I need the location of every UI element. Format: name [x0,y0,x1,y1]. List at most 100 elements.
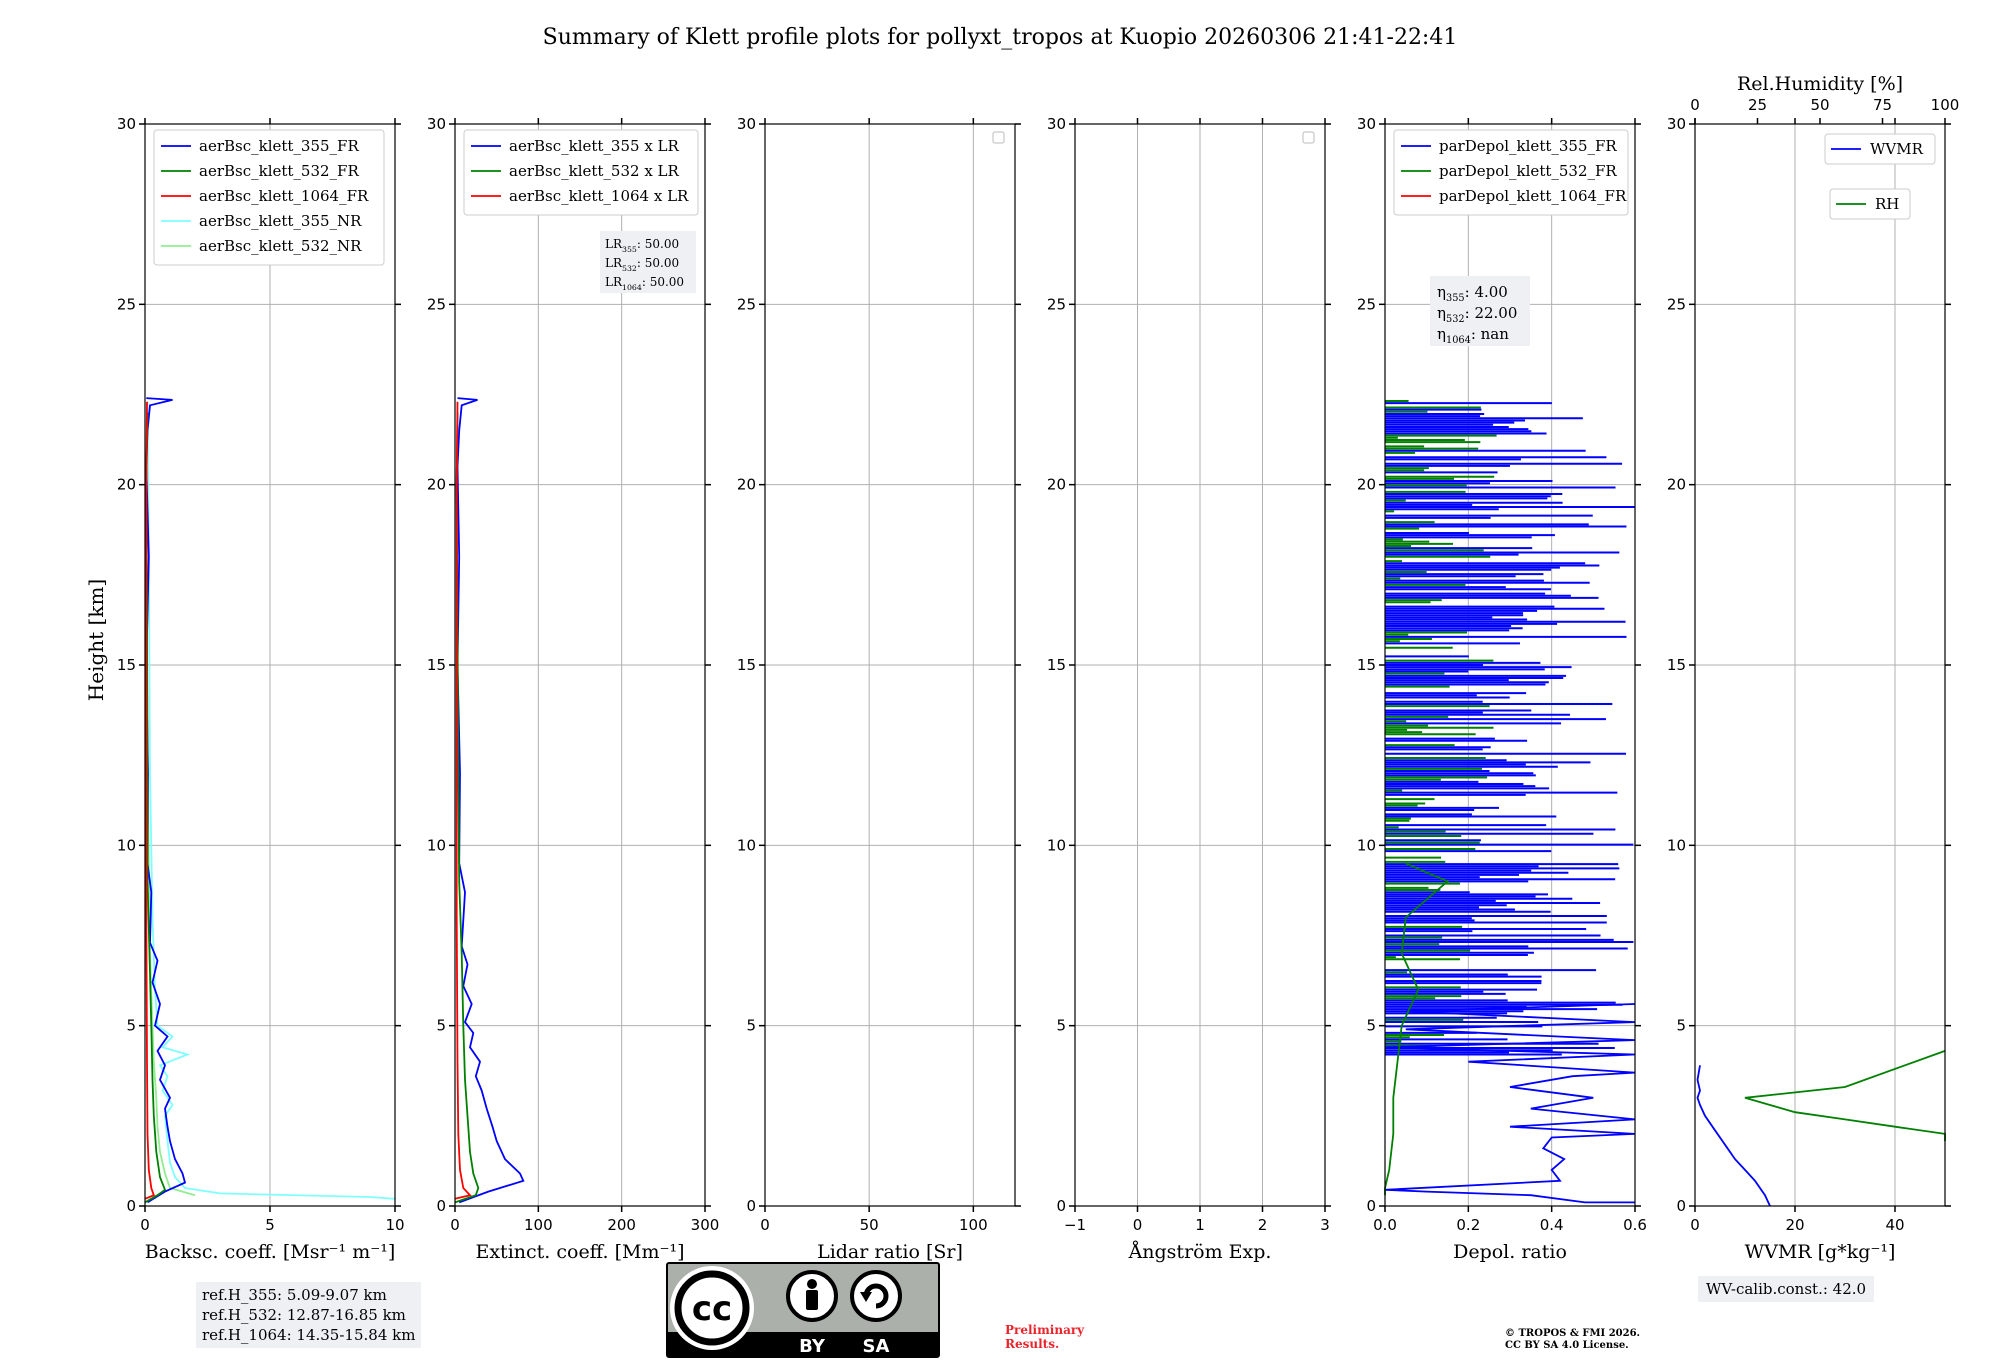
y-tick-label: 5 [1366,1017,1376,1035]
license-by: BY [799,1336,826,1357]
y-tick-label: 25 [1357,295,1376,313]
y-tick-label: 5 [436,1017,446,1035]
legend-label: RH [1875,195,1899,213]
series-aerBsc_klett_355 x LR [456,397,525,1204]
legend-ext: aerBsc_klett_355 x LR aerBsc_klett_532 x … [463,129,699,216]
series-aerBsc_klett_532_NR [145,484,196,1197]
copyright-note: © TROPOS & FMI 2026. CC BY SA 4.0 Licens… [1505,1328,1640,1352]
share-alike-icon [850,1270,902,1322]
figure-title: Summary of Klett profile plots for polly… [543,25,1458,50]
y-tick-label: 20 [1047,476,1066,494]
cc-license-badge: cc BY SA [666,1262,940,1358]
x-tick-label: 5 [265,1216,275,1234]
x-tick-label: 3 [1320,1216,1330,1234]
ref-height-355: ref.H_355: 5.09-9.07 km [202,1286,387,1304]
y-tick-label: 15 [737,656,756,674]
series-aerBsc_klett_1064_FR [144,401,155,1200]
top-tick-label: 100 [1931,96,1960,114]
y-tick-label: 10 [117,836,136,854]
ref-height-532: ref.H_532: 12.87-16.85 km [202,1306,406,1324]
legend-label: aerBsc_klett_355 x LR [509,137,680,155]
legend-label: aerBsc_klett_532_FR [199,162,359,180]
legend-bsc: aerBsc_klett_355_FR aerBsc_klett_532_FRae… [153,129,385,266]
y-tick-label: 5 [126,1017,136,1035]
legend-WVMR: WVMR [1824,133,1936,165]
cc-logo-text: cc [692,1289,732,1329]
y-tick-label: 0 [746,1197,756,1215]
y-tick-label: 10 [427,836,446,854]
y-tick-label: 20 [1357,476,1376,494]
y-tick-label: 15 [1047,656,1066,674]
x-tick-label: 0 [1133,1216,1143,1234]
top-axis-label: Rel.Humidity [%] [1737,73,1903,95]
eta-box-bg [1430,276,1530,346]
x-axis-label: Backsc. coeff. [Msr⁻¹ m⁻¹] [145,1241,396,1263]
lr-info-box: LR355: 50.00 LR532: 50.00 LR1064: 50.00 [600,231,696,293]
legend-frame [1393,129,1629,216]
legend-label: WVMR [1870,140,1924,158]
y-tick-label: 30 [427,115,446,133]
legend-label: parDepol_klett_1064_FR [1439,187,1627,205]
y-tick-label: 10 [1357,836,1376,854]
empty-legend-box [992,131,1005,144]
license-sa: SA [863,1336,890,1357]
x-axis-label: Depol. ratio [1453,1241,1567,1263]
wv-calibration-box: WV-calib.const.: 42.0 [1698,1276,1875,1302]
series-parDepol_klett_355_FR [1384,1003,1636,1204]
lr-line-1064: LR1064: 50.00 [605,275,684,292]
series-parDepol_klett_532_FR [1384,862,1450,1196]
x-tick-label: −1 [1064,1216,1086,1234]
lr-line-355: LR355: 50.00 [605,237,679,254]
depol-band-group [1385,399,1635,1056]
x-tick-label: 0.6 [1623,1216,1647,1234]
reference-height-box: ref.H_355: 5.09-9.07 km ref.H_532: 12.87… [196,1282,422,1348]
y-tick-label: 20 [117,476,136,494]
series-WVMR [1696,1065,1771,1207]
series-aerBsc_klett_355_FR [145,397,187,1204]
y-tick-label: 25 [737,295,756,313]
y-tick-label: 25 [427,295,446,313]
empty-legend-box [1302,131,1315,144]
legend-dep: parDepol_klett_355_FR parDepol_klett_532_… [1393,129,1629,216]
ref-height-1064: ref.H_1064: 14.35-15.84 km [202,1326,416,1344]
eta-line-1064: η1064: nan [1437,325,1509,346]
legend-frame [1829,188,1911,220]
preliminary-note: Preliminary Results. [1005,1323,1084,1351]
eta-line-355: η355: 4.00 [1437,283,1508,304]
x-tick-label: 10 [385,1216,404,1234]
legend-label: aerBsc_klett_355_FR [199,137,359,155]
series-aerBsc_klett_1064 x LR [454,401,472,1200]
y-tick-label: 10 [737,836,756,854]
top-tick-label: 50 [1810,96,1829,114]
x-axis-label: Ångström Exp. [1128,1241,1272,1263]
y-tick-label: 30 [1667,115,1686,133]
preliminary-line-2: Results. [1005,1337,1060,1351]
y-tick-label: 0 [436,1197,446,1215]
legend-label: parDepol_klett_355_FR [1439,137,1617,155]
y-tick-label: 5 [1056,1017,1066,1035]
eta-line-532: η532: 22.00 [1437,304,1517,325]
x-tick-label: 100 [959,1216,988,1234]
top-tick-label: 25 [1748,96,1767,114]
y-tick-label: 30 [1047,115,1066,133]
y-tick-label: 15 [427,656,446,674]
x-tick-label: 40 [1885,1216,1904,1234]
panel-bsc: 0 5 10 15 20 25 30 0 5 10 Backsc. coeff. [Msr⁻¹ m⁻… [117,115,405,1263]
y-tick-label: 25 [1667,295,1686,313]
y-tick-label: 0 [126,1197,136,1215]
y-tick-label: 10 [1667,836,1686,854]
legend-label: aerBsc_klett_355_NR [199,212,362,230]
y-tick-label: 5 [1676,1017,1686,1035]
y-tick-label: 25 [117,295,136,313]
series-aerBsc_klett_532 x LR [454,412,480,1204]
legend-frame [463,129,699,216]
y-tick-label: 25 [1047,295,1066,313]
legend-label: aerBsc_klett_1064_FR [199,187,369,205]
x-tick-label: 0.2 [1456,1216,1480,1234]
